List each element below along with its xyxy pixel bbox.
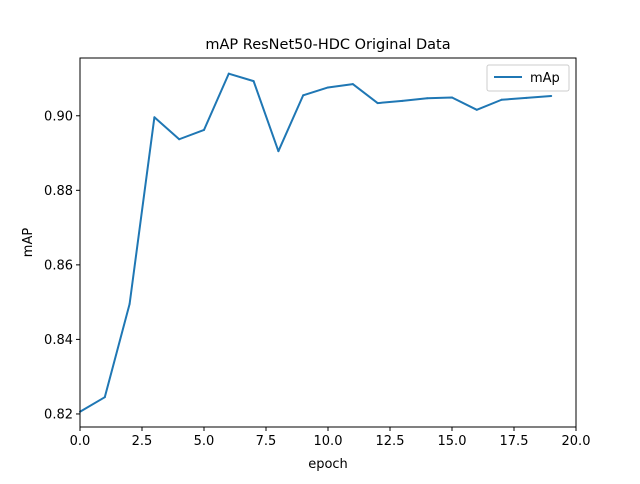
y-tick-label: 0.90 (44, 109, 73, 124)
x-tick-label: 10.0 (314, 434, 343, 449)
x-tick-label: 15.0 (438, 434, 467, 449)
data-point (178, 138, 181, 141)
data-point (103, 396, 106, 399)
x-tick-label: 7.5 (256, 434, 277, 449)
data-point (302, 94, 305, 97)
x-tick-label: 5.0 (194, 434, 215, 449)
data-point (227, 72, 230, 75)
y-tick-label: 0.88 (44, 184, 73, 199)
data-point (327, 86, 329, 89)
data-point (401, 99, 404, 102)
x-axis-label: epoch (308, 457, 348, 472)
y-tick-label: 0.86 (44, 258, 73, 273)
data-point (550, 95, 553, 98)
data-point (500, 98, 503, 101)
y-tick-label: 0.82 (44, 407, 73, 422)
legend: mAp (486, 64, 570, 92)
data-point (451, 96, 453, 99)
legend-box (486, 64, 570, 92)
data-point (525, 96, 528, 99)
y-tick-label: 0.84 (44, 333, 73, 348)
chart-title: mAP ResNet50-HDC Original Data (205, 37, 450, 53)
data-point (475, 108, 478, 111)
legend-label: mAp (530, 71, 560, 86)
data-point (376, 102, 379, 105)
data-point (426, 97, 429, 100)
data-point (252, 80, 255, 83)
x-tick-label: 0.0 (70, 434, 91, 449)
data-point (153, 116, 156, 119)
x-tick-label: 20.0 (562, 434, 591, 449)
data-point (277, 150, 280, 153)
x-tick-label: 12.5 (376, 434, 405, 449)
y-axis-label: mAP (21, 228, 36, 258)
x-tick-label: 17.5 (500, 434, 529, 449)
x-axis: 0.0 2.5 5.0 7.5 10.0 12.5 15.0 17.5 20.0 (70, 427, 591, 449)
x-tick-label: 2.5 (132, 434, 153, 449)
data-point (128, 303, 131, 305)
data-point (203, 128, 205, 131)
data-point (351, 83, 354, 86)
series-line-0 (79, 72, 552, 413)
y-axis: 0.82 0.84 0.86 0.88 0.90 (44, 109, 80, 422)
